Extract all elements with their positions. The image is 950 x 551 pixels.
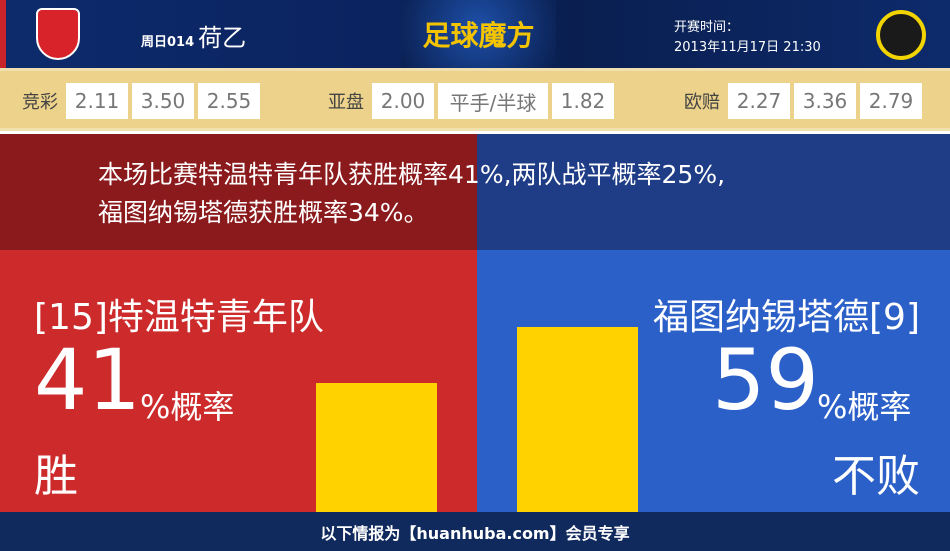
- odds-value: 3.36: [794, 83, 856, 119]
- kickoff-time: 开赛时间： 2013年11月17日 21:30: [674, 18, 821, 58]
- odds-label: 欧赔: [684, 92, 720, 113]
- league-name: 荷乙: [198, 24, 247, 52]
- odds-label: 亚盘: [328, 92, 364, 113]
- prediction-message: 本场比赛特温特青年队获胜概率41%,两队战平概率25%, 福图纳锡塔德获胜概率3…: [98, 156, 898, 232]
- message-bg-away: [477, 134, 950, 250]
- home-team-name: [15]特温特青年队: [34, 297, 324, 338]
- kickoff-value: 2013年11月17日 21:30: [674, 40, 821, 55]
- message-line: 福图纳锡塔德获胜概率34%。: [98, 198, 429, 227]
- odds-oupei: 欧赔 2.27 3.36 2.79: [684, 83, 922, 119]
- odds-jingcai: 竞彩 2.11 3.50 2.55: [22, 83, 260, 119]
- match-number: 周日014: [141, 35, 195, 50]
- away-team-name: 福图纳锡塔德[9]: [653, 297, 920, 338]
- odds-value: 2.11: [66, 83, 128, 119]
- member-footer[interactable]: 以下情报为【huanhuba.com】会员专享: [0, 512, 950, 551]
- away-probability-bar: [517, 326, 638, 512]
- odds-bar: 竞彩 2.11 3.50 2.55 亚盘 2.00 平手/半球 1.82 欧赔 …: [0, 68, 950, 131]
- message-line: 本场比赛特温特青年队获胜概率41%,两队战平概率25%,: [98, 160, 726, 189]
- odds-value: 3.50: [132, 83, 194, 119]
- brand-logo: 足球魔方: [401, 0, 556, 68]
- odds-yapan: 亚盘 2.00 平手/半球 1.82: [328, 83, 614, 119]
- odds-value: 1.82: [552, 83, 614, 119]
- odds-value: 2.79: [860, 83, 922, 119]
- league-info: 周日014 荷乙: [141, 18, 246, 53]
- away-panel: 福图纳锡塔德[9] 59 %概率 不败: [477, 250, 950, 512]
- home-result: 胜: [34, 451, 78, 502]
- away-result: 不败: [832, 451, 920, 502]
- header: 周日014 荷乙 足球魔方 开赛时间： 2013年11月17日 21:30: [0, 0, 950, 68]
- message-bg-home: [0, 134, 477, 250]
- home-unit: %概率: [140, 388, 235, 426]
- odds-value: 2.27: [728, 83, 790, 119]
- home-team-logo: [36, 8, 80, 60]
- home-panel: [15]特温特青年队 41 %概率 胜: [0, 250, 477, 512]
- away-percentage: 59: [712, 331, 819, 429]
- odds-value: 2.00: [372, 83, 434, 119]
- odds-label: 竞彩: [22, 92, 58, 113]
- kickoff-label: 开赛时间：: [674, 20, 740, 35]
- away-team-logo: [876, 10, 926, 60]
- home-probability-bar: [316, 383, 437, 512]
- odds-value: 平手/半球: [438, 83, 548, 119]
- home-percentage: 41: [34, 331, 141, 429]
- away-unit: %概率: [817, 388, 912, 426]
- odds-value: 2.55: [198, 83, 260, 119]
